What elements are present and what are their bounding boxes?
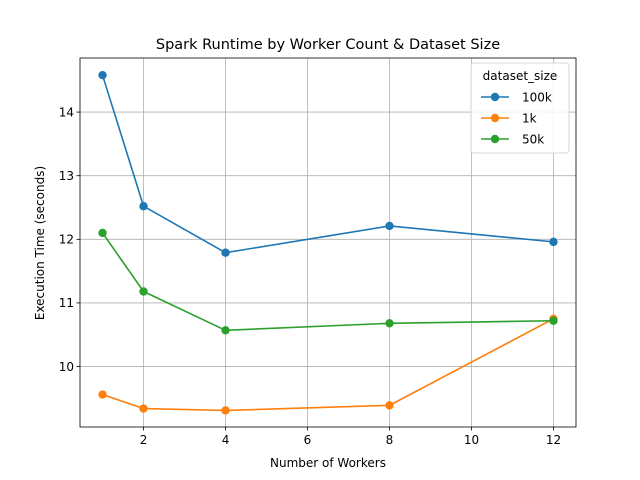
y-axis-label: Execution Time (seconds) [33,166,47,320]
x-tick-label: 8 [386,433,394,447]
legend: dataset_size 100k 1k 50k [470,62,570,154]
legend-title: dataset_size [483,69,558,83]
legend-box [470,62,570,154]
x-tick-label: 6 [304,433,312,447]
legend-swatch-marker [490,113,500,123]
legend-swatch-marker [490,134,500,144]
x-tick-label: 4 [222,433,230,447]
data-point-50k [385,319,394,328]
chart-title: Spark Runtime by Worker Count & Dataset … [156,37,500,53]
data-point-1k [221,406,230,415]
series-line-1k [102,318,554,412]
data-point-50k [549,316,558,325]
legend-swatch-marker [490,92,500,102]
data-point-100k [98,70,107,80]
data-point-1k [98,390,107,399]
data-point-50k [221,326,230,335]
data-point-50k [139,287,148,296]
y-tick-label: 14 [59,105,74,119]
legend-item-1k: 1k [481,111,537,125]
legend-label: 100k [522,90,552,104]
series-layer [98,70,558,415]
data-point-50k [98,228,107,238]
legend-item-100k: 100k [481,90,552,104]
legend-item-50k: 50k [481,132,544,146]
x-tick-label: 12 [546,433,561,447]
y-tick-label: 10 [59,360,74,374]
legend-label: 50k [522,132,544,146]
axis-ticks: 2 4 6 8 10 12 10 11 12 13 14 [59,105,561,447]
data-point-1k [139,404,148,413]
y-tick-label: 12 [59,233,74,247]
data-point-100k [139,202,148,211]
plot-area-frame [79,57,577,428]
series-line-50k [101,232,554,332]
data-point-100k [221,248,230,257]
y-tick-label: 13 [59,169,74,183]
x-axis-label: Number of Workers [270,456,386,470]
x-tick-label: 2 [140,433,148,447]
data-point-1k [385,401,394,410]
x-tick-label: 10 [464,433,479,447]
data-point-100k [549,237,558,247]
series-50k [98,228,558,335]
legend-label: 1k [522,111,537,125]
series-1k [98,314,558,415]
data-point-100k [385,221,394,231]
series-100k [98,70,558,257]
y-tick-label: 11 [59,296,74,310]
